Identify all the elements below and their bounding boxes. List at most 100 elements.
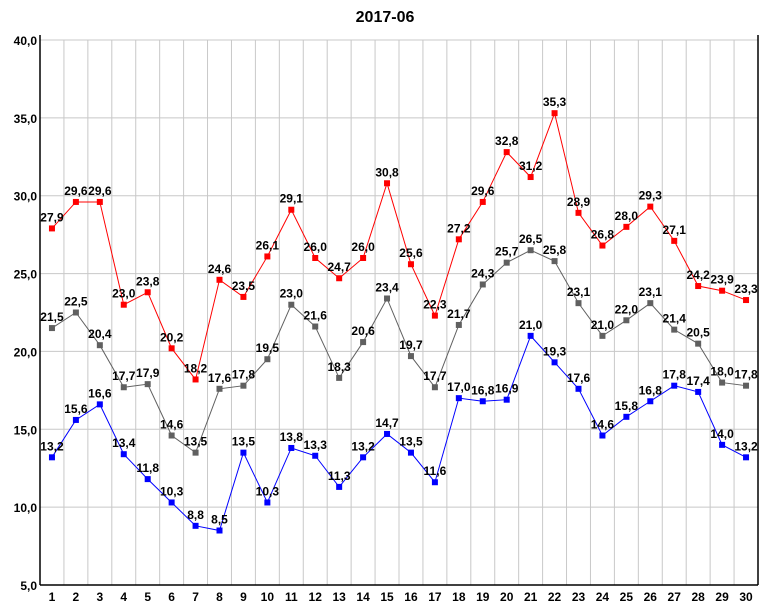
data-point-max: [743, 297, 750, 304]
data-point-max: [479, 198, 486, 205]
data-label-min: 8,8: [187, 508, 204, 522]
data-label-avg: 23,4: [375, 280, 399, 294]
data-point-avg: [455, 321, 462, 328]
data-point-avg: [192, 449, 199, 456]
data-point-min: [431, 479, 438, 486]
data-point-max: [384, 180, 391, 187]
data-point-min: [479, 398, 486, 405]
data-point-max: [503, 149, 510, 156]
data-label-min: 13,8: [280, 430, 304, 444]
data-point-avg: [48, 325, 55, 332]
data-label-min: 17,4: [686, 374, 710, 388]
data-point-min: [384, 430, 391, 437]
data-label-min: 10,3: [256, 484, 280, 498]
x-tick-label: 13: [332, 590, 346, 604]
data-label-min: 19,3: [543, 344, 567, 358]
data-point-avg: [168, 432, 175, 439]
data-label-max: 24,6: [208, 262, 232, 276]
series-line-max: [51, 111, 747, 381]
data-label-avg: 14,6: [160, 418, 184, 432]
data-point-avg: [336, 374, 343, 381]
data-point-avg: [384, 295, 391, 302]
series-layer: 27,929,6 29,623,023,820,218,224,623,526,1…: [40, 95, 758, 534]
data-label-max: 32,8: [495, 134, 519, 148]
data-label-max: 29,6: [471, 184, 495, 198]
data-point-min: [264, 499, 271, 506]
series-line-avg: [51, 249, 747, 454]
data-label-avg: 25,7: [495, 245, 519, 259]
data-label-min: 15,6: [64, 402, 88, 416]
data-point-min: [575, 385, 582, 392]
data-label-max: 35,3: [543, 95, 567, 109]
data-label-avg: 20,6: [351, 324, 375, 338]
data-label-min: 17,0: [447, 380, 471, 394]
y-tick-label: 30,0: [14, 190, 38, 204]
data-label-max: 28,9: [567, 195, 591, 209]
y-tick-label: 20,0: [14, 345, 38, 359]
series-line-min: [51, 334, 747, 532]
data-label-avg: 18,0: [710, 365, 734, 379]
data-label-avg: 22,5: [64, 295, 88, 309]
data-point-max: [623, 223, 630, 230]
data-label-avg: 17,9: [136, 366, 160, 380]
x-tick-label: 7: [192, 590, 199, 604]
data-label-avg: 21,4: [663, 312, 687, 326]
y-tick-label: 25,0: [14, 268, 38, 282]
data-point-min: [336, 483, 343, 490]
data-label-min: 13,3: [304, 438, 328, 452]
series-min: 13,215,616,613,411,810,38,8 8,513,510,313…: [40, 318, 758, 534]
x-tick-label: 17: [428, 590, 442, 604]
data-point-avg: [743, 382, 750, 389]
data-label-max: 28,0: [615, 209, 639, 223]
data-label-avg: 13,5: [184, 435, 208, 449]
data-point-avg: [216, 385, 223, 392]
data-point-min: [623, 413, 630, 420]
data-label-max: 23,3: [734, 282, 758, 296]
data-label-max: 20,2: [160, 330, 184, 344]
data-label-min: 16,6: [88, 386, 112, 400]
data-point-avg: [575, 300, 582, 307]
data-point-avg: [120, 384, 127, 391]
axes: 5,010,015,020,025,030,035,040,01 2 3 4 5 6 7 8 9…: [14, 34, 759, 604]
data-point-max: [48, 225, 55, 232]
data-label-max: 29,6: [88, 184, 112, 198]
data-point-min: [407, 449, 414, 456]
data-label-max: 27,1: [663, 223, 687, 237]
data-label-max: 31,2: [519, 159, 543, 173]
data-point-max: [527, 174, 534, 181]
data-point-avg: [431, 384, 438, 391]
data-label-min: 11,8: [136, 461, 159, 475]
data-point-max: [551, 110, 558, 117]
data-label-max: 23,8: [136, 274, 160, 288]
data-point-min: [527, 332, 534, 339]
x-tick-label: 14: [356, 590, 370, 604]
data-label-avg: 21,7: [447, 307, 471, 321]
data-label-min: 11,6: [424, 464, 447, 478]
data-point-max: [120, 301, 127, 308]
data-point-avg: [407, 353, 414, 360]
data-point-avg: [671, 326, 678, 333]
data-point-avg: [647, 300, 654, 307]
grid: [40, 39, 758, 586]
data-point-min: [719, 441, 726, 448]
data-point-min: [72, 416, 79, 423]
x-tick-label: 2: [73, 590, 80, 604]
data-label-avg: 19,5: [256, 341, 280, 355]
data-point-avg: [695, 340, 702, 347]
data-label-max: 26,1: [256, 238, 280, 252]
data-point-max: [431, 312, 438, 319]
data-label-avg: 17,7: [112, 369, 136, 383]
x-tick-label: 4: [120, 590, 127, 604]
data-point-min: [48, 454, 55, 461]
data-point-max: [407, 261, 414, 268]
data-label-min: 13,2: [734, 439, 758, 453]
data-point-max: [695, 283, 702, 290]
data-point-min: [144, 476, 151, 483]
data-point-min: [743, 454, 750, 461]
x-tick-label: 26: [644, 590, 658, 604]
x-tick-label: 23: [572, 590, 586, 604]
data-point-min: [168, 499, 175, 506]
data-label-avg: 21,0: [591, 318, 615, 332]
data-point-avg: [599, 332, 606, 339]
y-tick-label: 5,0: [20, 579, 37, 593]
